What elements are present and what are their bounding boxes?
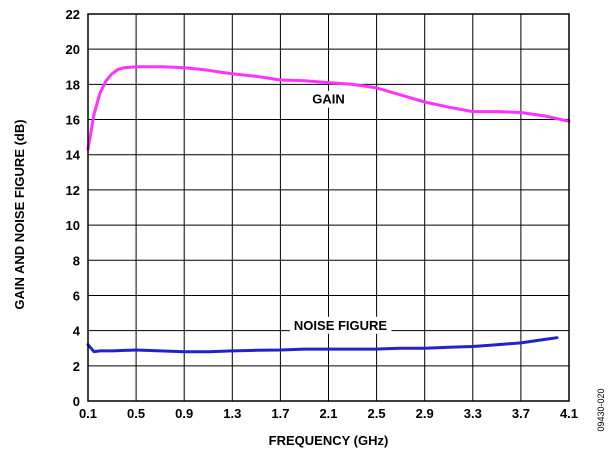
x-tick-label: 2.9: [416, 406, 434, 421]
x-tick-label: 1.3: [223, 406, 241, 421]
y-tick-label: 6: [73, 288, 80, 303]
x-tick-label: 2.1: [319, 406, 337, 421]
x-tick-label: 0.5: [127, 406, 145, 421]
y-tick-label: 10: [66, 218, 80, 233]
grid-lines: [88, 14, 569, 401]
x-axis-label: FREQUENCY (GHz): [269, 433, 389, 448]
x-tick-label: 3.3: [464, 406, 482, 421]
x-tick-label: 0.9: [175, 406, 193, 421]
noise-figure-series-line: [88, 338, 557, 352]
x-tick-label: 4.1: [560, 406, 578, 421]
y-tick-label: 4: [73, 324, 81, 339]
figure-id: 09430-020: [596, 388, 606, 431]
x-tick-label: 1.7: [271, 406, 289, 421]
series-label-gain: GAIN: [312, 92, 345, 107]
y-tick-label: 2: [73, 359, 80, 374]
x-tick-label: 3.7: [512, 406, 530, 421]
x-tick-label: 2.5: [368, 406, 386, 421]
y-tick-label: 18: [66, 77, 80, 92]
y-tick-label: 16: [66, 113, 80, 128]
x-tick-labels: 0.1 0.5 0.9 1.3 1.7 2.1 2.5 2.9 3.3 3.7 4.1: [79, 406, 578, 421]
y-tick-label: 0: [73, 394, 80, 409]
x-tick-label: 0.1: [79, 406, 97, 421]
y-tick-label: 12: [66, 183, 80, 198]
series-label-noise-figure: NOISE FIGURE: [294, 318, 388, 333]
y-tick-labels: 0 2 4 6 8 10 12 14 16 18 20 22: [66, 7, 81, 409]
y-tick-label: 8: [73, 253, 80, 268]
y-tick-label: 14: [66, 148, 81, 163]
y-tick-label: 22: [66, 7, 80, 22]
y-axis-label: GAIN AND NOISE FIGURE (dB): [12, 119, 27, 309]
y-tick-label: 20: [66, 42, 80, 57]
